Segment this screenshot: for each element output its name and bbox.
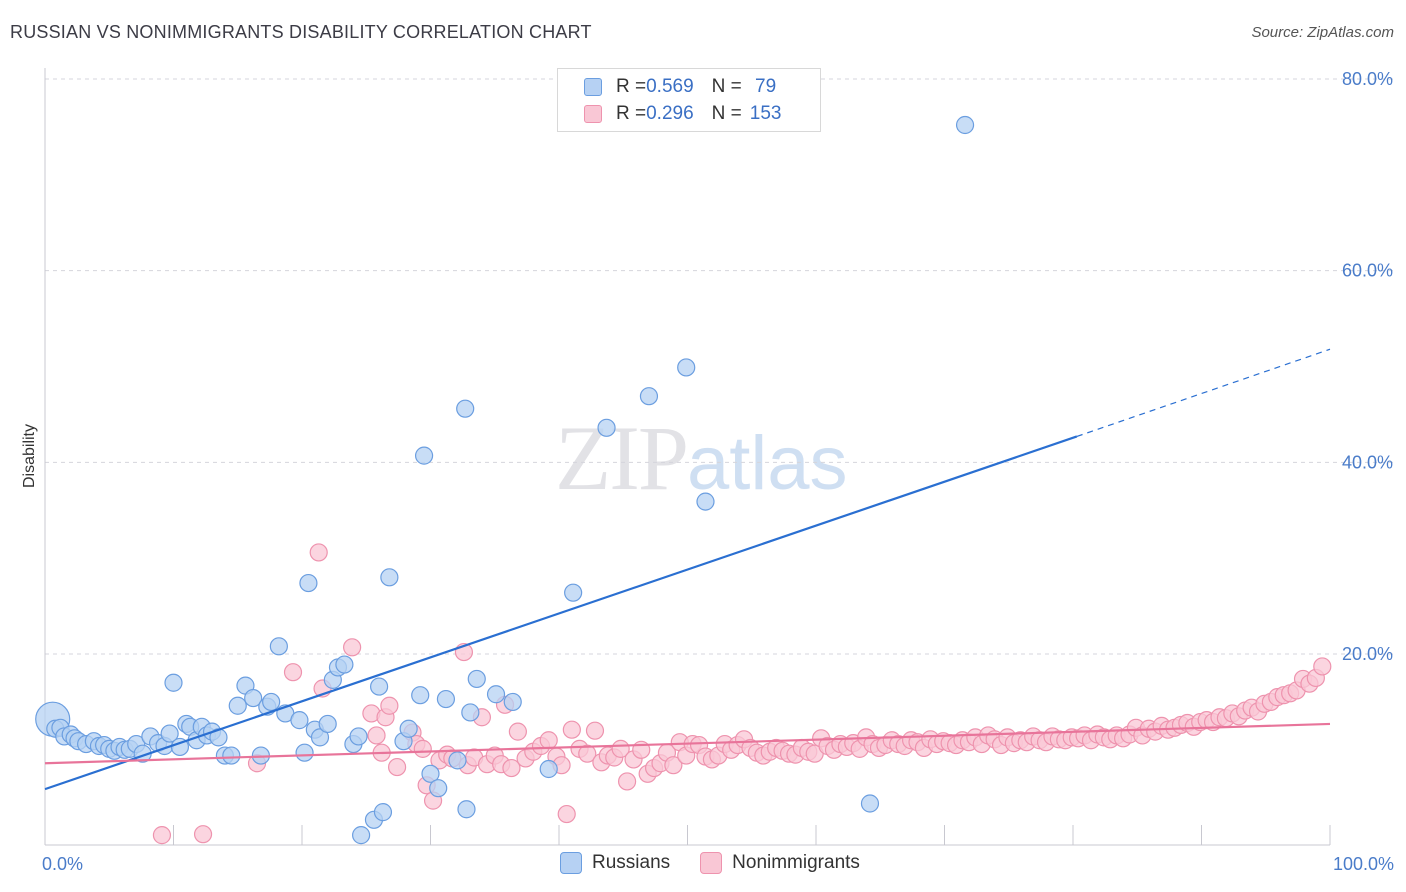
nonimmigrants-point — [539, 731, 558, 750]
russians-point — [677, 358, 696, 377]
russians-point — [421, 764, 440, 783]
nonimmigrants-point — [585, 721, 605, 740]
russians-point — [310, 728, 330, 747]
russians-point — [860, 794, 880, 813]
russians-point — [373, 803, 393, 822]
russians-point — [262, 692, 281, 712]
russians-point — [411, 686, 430, 705]
russians-point — [160, 724, 179, 743]
y-tick-label: 40.0% — [1342, 452, 1393, 472]
russians-point — [295, 743, 314, 762]
russians-point — [456, 399, 475, 418]
nonimmigrants-swatch — [584, 105, 602, 123]
nonimmigrants-point — [413, 739, 432, 758]
x-tick-label: 100.0% — [1333, 854, 1394, 874]
watermark-zip: ZIP — [555, 407, 689, 509]
nonimmigrants-point — [309, 543, 328, 562]
russians-point — [955, 115, 975, 135]
russians-point — [335, 655, 354, 674]
legend-label: Nonimmigrants — [732, 852, 860, 873]
y-tick-label: 80.0% — [1342, 69, 1393, 89]
legend-item-nonimmigrants: Nonimmigrants — [700, 852, 860, 874]
nonimmigrants-swatch — [700, 852, 723, 874]
russians-point — [244, 688, 263, 708]
russians-trend-line — [44, 435, 1078, 791]
russians-point — [639, 387, 659, 406]
russians-point — [399, 719, 418, 738]
russians-point — [564, 583, 583, 602]
nonimmigrants-point — [387, 757, 407, 777]
russians-point — [429, 779, 448, 798]
tick-labels: 20.0% 40.0% 60.0% 80.0% 0.0% 100.0% Disability — [21, 69, 1394, 874]
r-label: R = — [616, 76, 647, 97]
russians-point — [290, 711, 309, 730]
russians-point — [318, 714, 337, 734]
nonimmigrants-point — [193, 825, 213, 844]
russians-point — [486, 685, 506, 704]
series-legend: Russians Nonimmigrants — [560, 852, 890, 874]
n-value: 153 — [749, 103, 782, 124]
x-tick-label: 0.0% — [42, 854, 83, 874]
nonimmigrants-point — [562, 720, 581, 739]
russians-point — [222, 746, 241, 765]
watermark-atlas: atlas — [687, 421, 848, 506]
nonimmigrants-point — [1313, 657, 1332, 676]
stats-legend: R = 0.569 N = 79 R = 0.296 N = 153 — [557, 68, 821, 132]
russians-point — [696, 492, 715, 511]
russians-point — [164, 673, 183, 692]
chart-title: RUSSIAN VS NONIMMIGRANTS DISABILITY CORR… — [10, 22, 592, 42]
legend-row-nonimmigrants: R = 0.296 N = 153 — [584, 102, 781, 126]
nonimmigrants-point — [152, 826, 172, 845]
russians-point — [539, 759, 558, 779]
russians-swatch — [584, 78, 602, 96]
russians-point — [457, 800, 476, 819]
legend-row-russians: R = 0.569 N = 79 — [584, 75, 776, 99]
nonimmigrants-point — [664, 756, 683, 775]
russians-point — [503, 692, 522, 712]
russians-point — [380, 568, 399, 587]
nonimmigrants-point — [508, 722, 527, 741]
n-label: N = — [711, 103, 742, 124]
nonimmigrants-point — [367, 726, 386, 745]
y-axis-title: Disability — [21, 424, 38, 488]
russians-point — [461, 703, 480, 722]
source-label: Source: ZipAtlas.com — [1251, 24, 1394, 41]
r-label: R = — [616, 103, 647, 124]
nonimmigrants-point — [283, 663, 303, 682]
russians-point — [414, 446, 434, 465]
r-value: 0.569 — [646, 76, 694, 97]
russians-swatch — [560, 852, 582, 874]
russians-point — [448, 751, 467, 770]
nonimmigrants-point — [557, 804, 576, 824]
russians-trend-extension — [1076, 348, 1331, 438]
data-points — [35, 115, 1332, 845]
y-tick-label: 60.0% — [1342, 261, 1393, 281]
russians-point — [228, 696, 247, 715]
nonimmigrants-point — [502, 758, 521, 778]
trend-lines — [44, 348, 1331, 791]
russians-point — [436, 689, 456, 709]
n-label: N = — [711, 76, 742, 97]
nonimmigrants-point — [343, 638, 362, 657]
russians-point — [269, 637, 288, 656]
legend-label: Russians — [592, 852, 671, 873]
russians-point — [299, 573, 318, 593]
russians-point — [370, 677, 389, 696]
watermark: ZIPatlas — [555, 405, 848, 511]
n-value: 79 — [749, 76, 777, 97]
y-tick-label: 20.0% — [1342, 644, 1393, 664]
r-value: 0.296 — [646, 103, 694, 124]
nonimmigrants-point — [578, 744, 597, 763]
legend-item-russians: Russians — [560, 852, 670, 874]
russians-point — [352, 826, 371, 845]
nonimmigrants-trend-line — [44, 722, 1331, 765]
russians-point — [597, 418, 616, 437]
nonimmigrants-point — [380, 696, 399, 715]
nonimmigrants-point — [618, 772, 637, 791]
russians-point — [349, 727, 368, 746]
grid-lines — [45, 78, 1394, 655]
russians-point — [467, 669, 486, 689]
